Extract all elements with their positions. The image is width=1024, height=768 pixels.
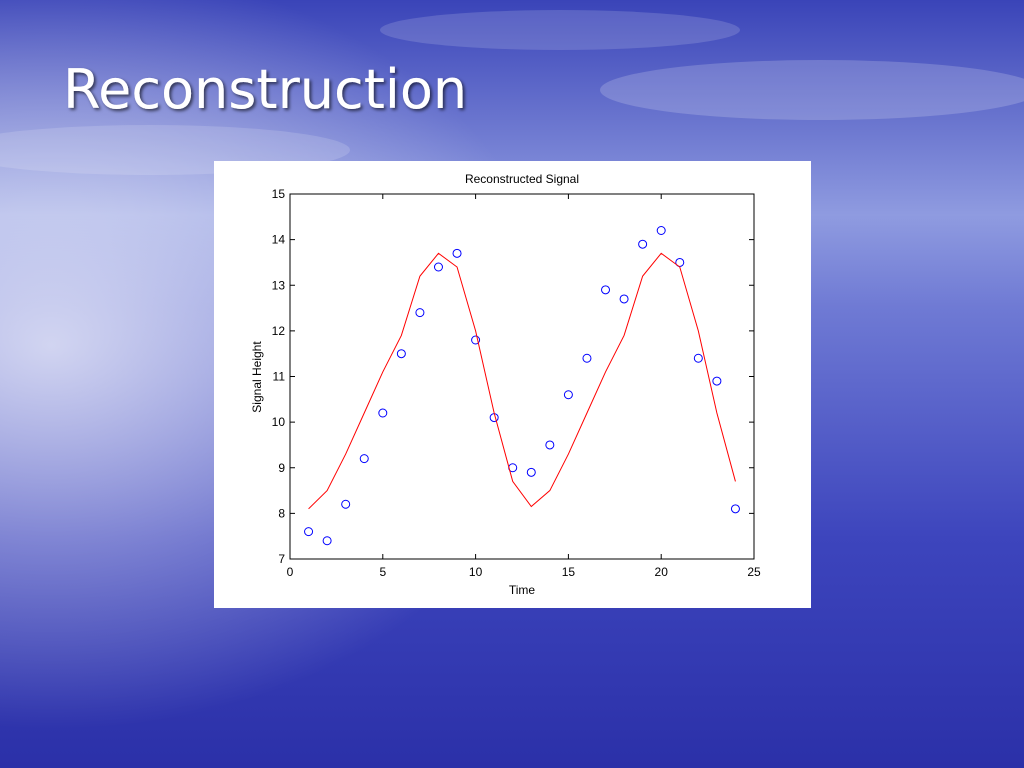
- data-point: [563, 390, 573, 400]
- data-point: [452, 248, 462, 258]
- data-point: [545, 440, 555, 450]
- data-point: [693, 353, 703, 363]
- x-tick-label: 15: [562, 565, 576, 579]
- data-point: [415, 308, 425, 318]
- y-tick-label: 10: [272, 415, 286, 429]
- data-line: [308, 252, 736, 510]
- slide-title: Reconstruction: [63, 58, 467, 121]
- x-axis-label: Time: [509, 583, 536, 597]
- y-tick-label: 7: [278, 552, 285, 566]
- x-tick-label: 0: [287, 565, 294, 579]
- data-point: [341, 499, 351, 509]
- y-tick-label: 9: [278, 461, 285, 475]
- data-point: [730, 504, 740, 514]
- x-tick-label: 5: [379, 565, 386, 579]
- cloud: [600, 60, 1024, 120]
- data-point: [322, 536, 332, 546]
- x-tick-label: 20: [655, 565, 669, 579]
- data-point: [378, 408, 388, 418]
- data-point: [619, 294, 629, 304]
- chart-panel: [214, 161, 811, 608]
- chart: Reconstructed Signal Time Signal Height …: [250, 172, 761, 597]
- y-tick-label: 11: [273, 370, 286, 384]
- y-tick-label: 12: [272, 324, 286, 338]
- data-point: [582, 353, 592, 363]
- x-tick-label: 10: [469, 565, 483, 579]
- data-point: [433, 262, 443, 272]
- data-point: [359, 454, 369, 464]
- data-point: [304, 527, 314, 537]
- data-point: [396, 349, 406, 359]
- y-tick-label: 15: [272, 187, 286, 201]
- data-point: [712, 376, 722, 386]
- data-point: [471, 335, 481, 345]
- cloud: [380, 10, 740, 50]
- data-point: [601, 285, 611, 295]
- data-point: [656, 226, 666, 235]
- y-tick-label: 14: [272, 233, 286, 247]
- data-point: [526, 467, 536, 477]
- data-point: [638, 239, 648, 249]
- chart-title: Reconstructed Signal: [465, 172, 579, 186]
- y-axis-label: Signal Height: [250, 341, 264, 413]
- y-tick-label: 13: [272, 278, 286, 292]
- y-tick-label: 8: [278, 506, 285, 520]
- x-tick-label: 25: [747, 565, 761, 579]
